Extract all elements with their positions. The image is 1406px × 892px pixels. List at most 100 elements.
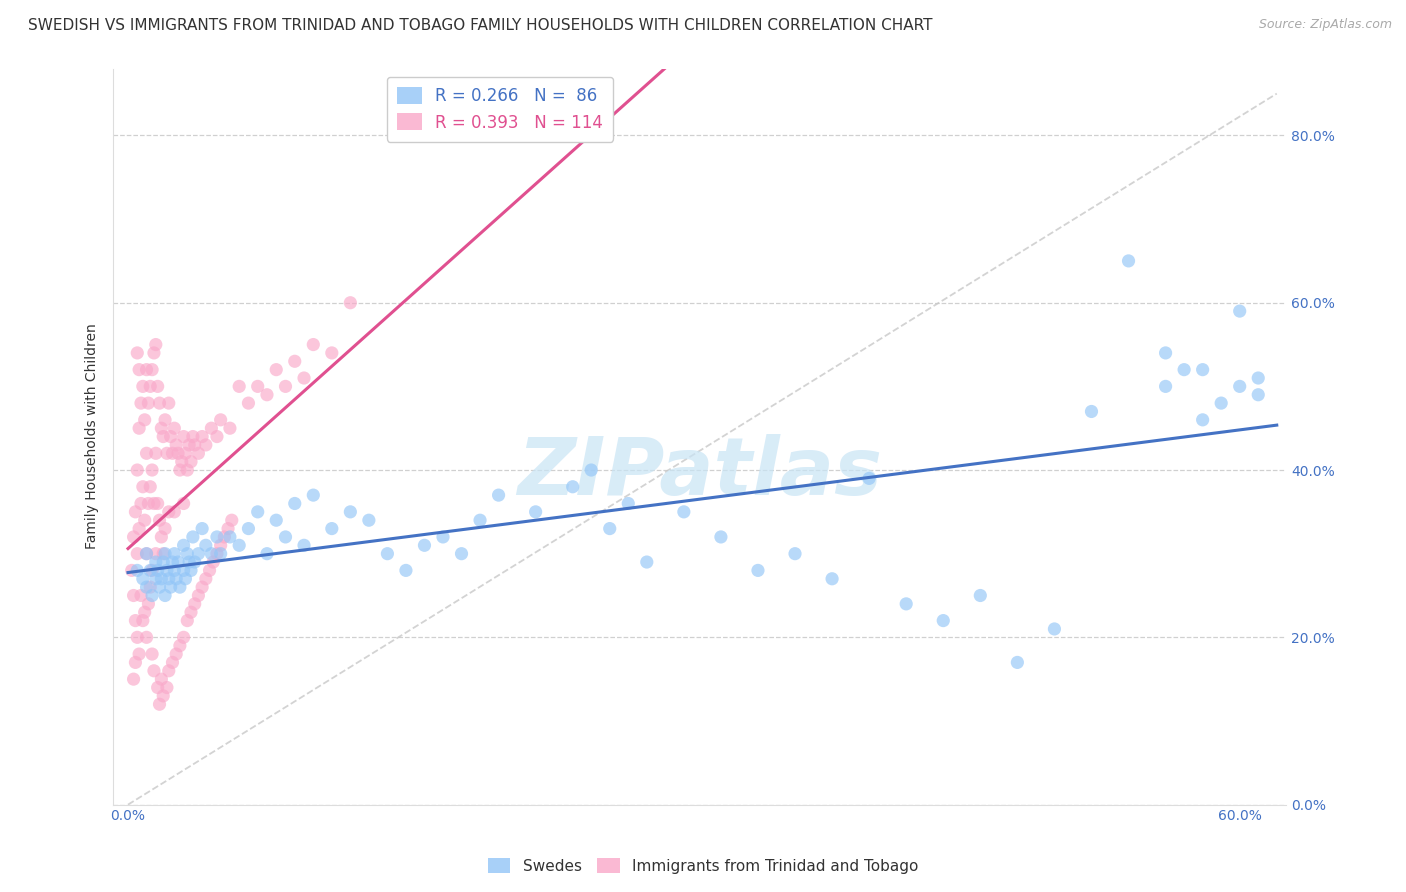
Point	[561, 480, 583, 494]
Point	[122, 589, 145, 603]
Point	[202, 555, 225, 569]
Point	[139, 563, 162, 577]
Point	[821, 572, 844, 586]
Point	[1211, 396, 1233, 410]
Point	[1007, 656, 1029, 670]
Point	[264, 362, 287, 376]
Legend: Swedes, Immigrants from Trinidad and Tobago: Swedes, Immigrants from Trinidad and Tob…	[481, 852, 925, 880]
Point	[122, 672, 145, 686]
Point	[152, 429, 174, 443]
Point	[138, 396, 160, 410]
Point	[292, 371, 315, 385]
Point	[129, 396, 152, 410]
Point	[152, 547, 174, 561]
Point	[377, 547, 399, 561]
Point	[747, 563, 769, 577]
Point	[152, 689, 174, 703]
Point	[145, 555, 167, 569]
Point	[209, 547, 232, 561]
Point	[524, 505, 547, 519]
Point	[163, 563, 186, 577]
Point	[145, 446, 167, 460]
Point	[1247, 371, 1270, 385]
Point	[858, 471, 880, 485]
Point	[167, 446, 190, 460]
Point	[150, 530, 173, 544]
Point	[194, 538, 217, 552]
Point	[339, 295, 361, 310]
Point	[129, 496, 152, 510]
Point	[124, 505, 146, 519]
Point	[1173, 362, 1195, 376]
Point	[169, 580, 191, 594]
Point	[274, 530, 297, 544]
Point	[135, 630, 157, 644]
Point	[1229, 379, 1251, 393]
Point	[128, 362, 150, 376]
Point	[165, 572, 187, 586]
Point	[127, 630, 149, 644]
Point	[173, 496, 195, 510]
Point	[150, 672, 173, 686]
Point	[1043, 622, 1066, 636]
Point	[141, 647, 163, 661]
Point	[617, 496, 640, 510]
Point	[200, 547, 222, 561]
Text: SWEDISH VS IMMIGRANTS FROM TRINIDAD AND TOBAGO FAMILY HOUSEHOLDS WITH CHILDREN C: SWEDISH VS IMMIGRANTS FROM TRINIDAD AND …	[28, 18, 932, 33]
Point	[121, 563, 143, 577]
Point	[187, 446, 209, 460]
Point	[132, 572, 155, 586]
Point	[163, 421, 186, 435]
Point	[321, 346, 343, 360]
Point	[148, 698, 170, 712]
Point	[183, 555, 205, 569]
Point	[134, 605, 156, 619]
Point	[142, 346, 165, 360]
Point	[209, 538, 232, 552]
Point	[176, 614, 198, 628]
Point	[181, 429, 204, 443]
Point	[142, 664, 165, 678]
Point	[135, 362, 157, 376]
Point	[148, 580, 170, 594]
Point	[783, 547, 806, 561]
Point	[932, 614, 955, 628]
Point	[1229, 304, 1251, 318]
Point	[132, 379, 155, 393]
Point	[209, 413, 232, 427]
Point	[124, 656, 146, 670]
Point	[157, 572, 180, 586]
Point	[135, 547, 157, 561]
Point	[141, 362, 163, 376]
Point	[217, 522, 239, 536]
Point	[124, 614, 146, 628]
Point	[122, 530, 145, 544]
Point	[183, 597, 205, 611]
Point	[179, 438, 201, 452]
Point	[153, 413, 176, 427]
Point	[134, 513, 156, 527]
Point	[302, 488, 325, 502]
Point	[246, 379, 269, 393]
Point	[156, 446, 179, 460]
Point	[145, 337, 167, 351]
Point	[141, 563, 163, 577]
Point	[450, 547, 472, 561]
Legend: R = 0.266   N =  86, R = 0.393   N = 114: R = 0.266 N = 86, R = 0.393 N = 114	[387, 77, 613, 142]
Point	[138, 597, 160, 611]
Point	[187, 589, 209, 603]
Point	[219, 421, 242, 435]
Point	[152, 555, 174, 569]
Point	[321, 522, 343, 536]
Point	[205, 547, 228, 561]
Point	[256, 388, 278, 402]
Point	[141, 463, 163, 477]
Point	[1154, 346, 1177, 360]
Point	[135, 580, 157, 594]
Point	[127, 547, 149, 561]
Point	[221, 513, 243, 527]
Point	[176, 463, 198, 477]
Point	[146, 379, 169, 393]
Point	[228, 379, 250, 393]
Point	[357, 513, 380, 527]
